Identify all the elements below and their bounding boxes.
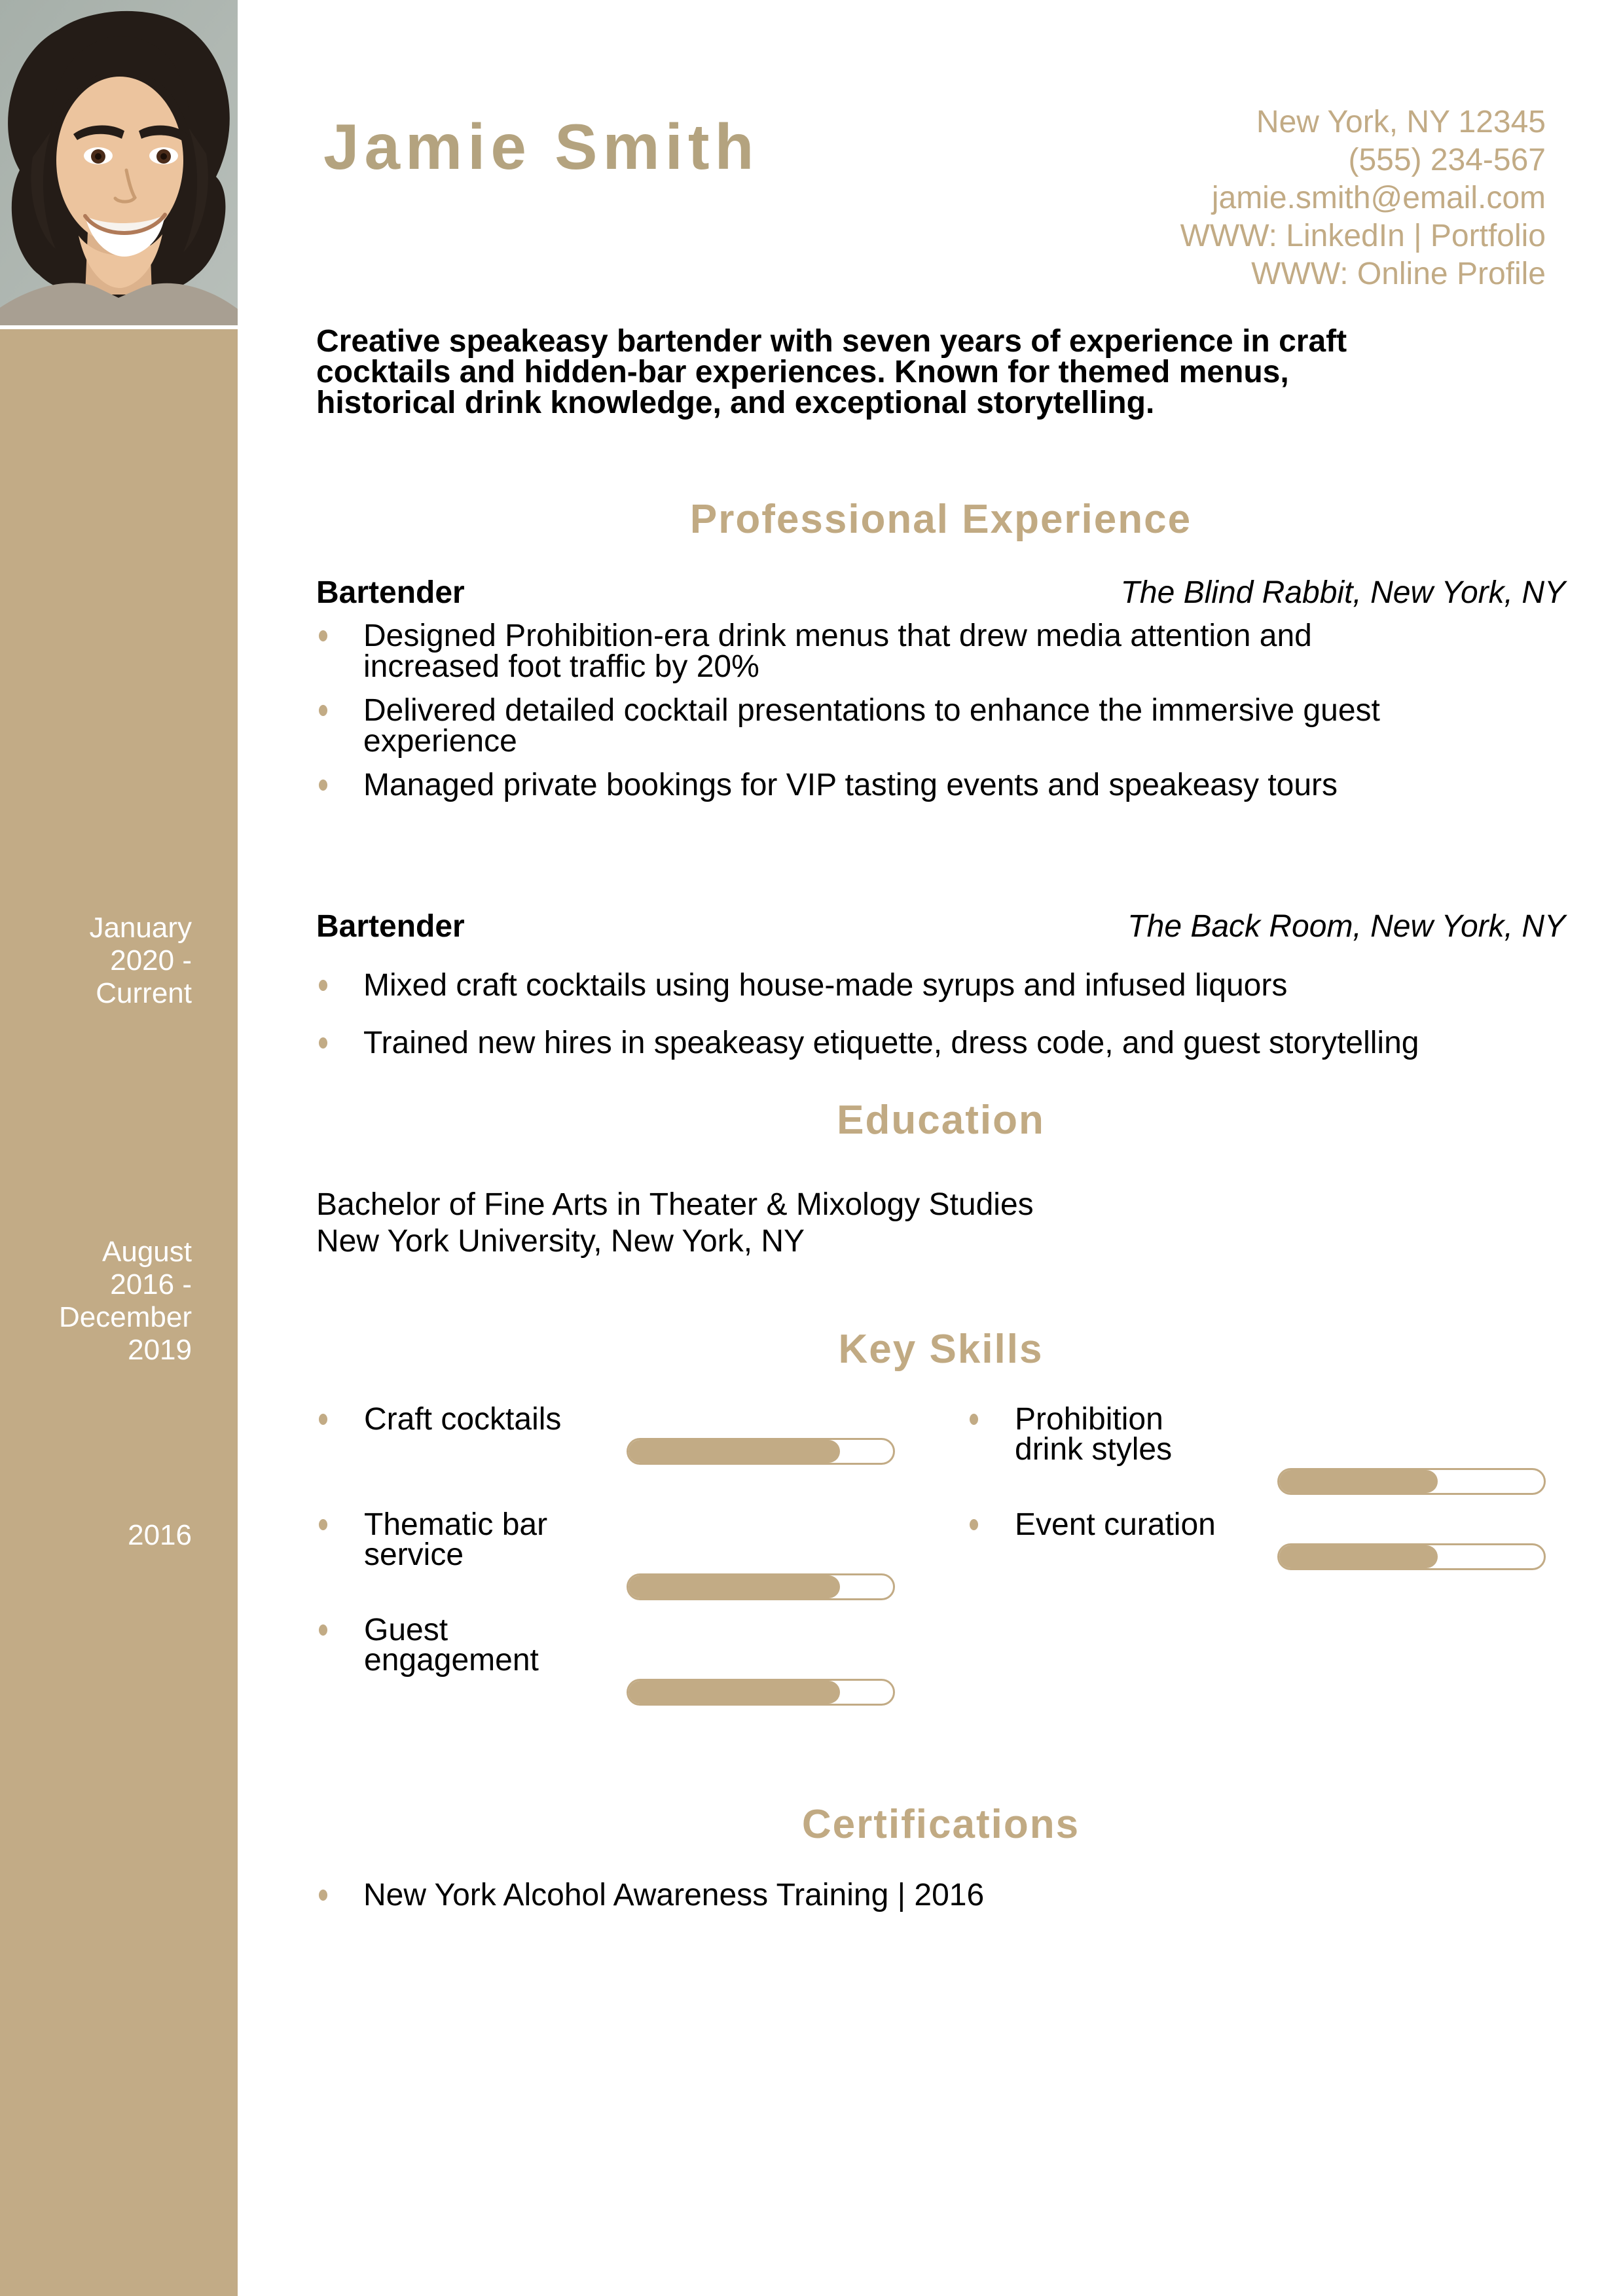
contact-block: New York, NY 12345 (555) 234-567 jamie.s… bbox=[1180, 103, 1546, 293]
contact-address: New York, NY 12345 bbox=[1256, 105, 1546, 139]
job1-header: Bartender The Blind Rabbit, New York, NY bbox=[316, 575, 1565, 611]
skill-label: Thematic bar service bbox=[316, 1509, 895, 1571]
skills-column-left: Craft cocktails Thematic bar service Gue… bbox=[316, 1404, 895, 1721]
sidebar: January 2020 - Current August 2016 - Dec… bbox=[0, 329, 238, 2296]
section-title-skills: Key Skills bbox=[838, 1327, 1044, 1372]
job1-bullet-list: Designed Prohibition-era drink menus tha… bbox=[316, 620, 1488, 814]
portrait-illustration bbox=[0, 0, 238, 325]
contact-phone: (555) 234-567 bbox=[1348, 143, 1546, 177]
skill-craft-cocktails: Craft cocktails bbox=[316, 1404, 895, 1510]
skill-progress-bar bbox=[627, 1679, 895, 1706]
skills-column-right: Prohibition drink styles Event curation bbox=[967, 1404, 1546, 1615]
skill-progress-fill bbox=[1279, 1545, 1438, 1568]
education-school: New York University, New York, NY bbox=[316, 1224, 805, 1259]
profile-photo bbox=[0, 0, 238, 325]
skill-label: Craft cocktails bbox=[316, 1404, 895, 1435]
skill-progress-fill bbox=[629, 1440, 841, 1463]
contact-email: jamie.smith@email.com bbox=[1211, 181, 1546, 215]
skill-progress-fill bbox=[629, 1681, 841, 1704]
person-name: Jamie Smith bbox=[323, 111, 759, 183]
skill-progress-bar bbox=[1277, 1543, 1546, 1570]
education-date: 2016 bbox=[128, 1519, 192, 1551]
contact-online-profile: WWW: Online Profile bbox=[1251, 257, 1546, 291]
job1-bullet-2: Delivered detailed cocktail presentation… bbox=[316, 695, 1488, 757]
job1-title: Bartender bbox=[316, 575, 465, 610]
skill-progress-bar bbox=[627, 1438, 895, 1465]
education-block: Bachelor of Fine Arts in Theater & Mixol… bbox=[316, 1187, 1565, 1260]
job2-bullet-2: Trained new hires in speakeasy etiquette… bbox=[316, 1028, 1488, 1059]
section-title-education: Education bbox=[837, 1098, 1045, 1143]
skill-label: Event curation bbox=[967, 1509, 1546, 1541]
skill-thematic-bar-service: Thematic bar service bbox=[316, 1509, 895, 1615]
skill-event-curation: Event curation bbox=[967, 1509, 1546, 1615]
job1-company: The Blind Rabbit, New York, NY bbox=[1120, 575, 1565, 610]
skill-prohibition-drink-styles: Prohibition drink styles bbox=[967, 1404, 1546, 1510]
skill-progress-bar bbox=[627, 1573, 895, 1600]
certification-1: New York Alcohol Awareness Training | 20… bbox=[316, 1880, 1565, 1911]
contact-linkedin-portfolio: WWW: LinkedIn | Portfolio bbox=[1180, 219, 1546, 253]
job2-bullet-1: Mixed craft cocktails using house-made s… bbox=[316, 970, 1488, 1001]
section-title-experience: Professional Experience bbox=[689, 497, 1192, 542]
job1-dates: January 2020 - Current bbox=[89, 912, 192, 1009]
skill-progress-fill bbox=[1279, 1470, 1438, 1493]
skill-progress-fill bbox=[629, 1575, 841, 1598]
job2-dates: August 2016 - December 2019 bbox=[59, 1236, 192, 1366]
skill-label: Prohibition drink styles bbox=[967, 1404, 1546, 1465]
job1-bullet-3: Managed private bookings for VIP tasting… bbox=[316, 770, 1488, 801]
certifications-list: New York Alcohol Awareness Training | 20… bbox=[316, 1880, 1565, 1911]
skill-guest-engagement: Guest engagement bbox=[316, 1615, 895, 1721]
job2-company: The Back Room, New York, NY bbox=[1127, 909, 1565, 944]
job2-header: Bartender The Back Room, New York, NY bbox=[316, 908, 1565, 944]
summary-paragraph: Creative speakeasy bartender with seven … bbox=[316, 324, 1347, 420]
skill-label: Guest engagement bbox=[316, 1615, 895, 1676]
skill-progress-bar bbox=[1277, 1468, 1546, 1495]
job2-title: Bartender bbox=[316, 909, 465, 944]
section-title-certifications: Certifications bbox=[801, 1802, 1080, 1847]
education-degree: Bachelor of Fine Arts in Theater & Mixol… bbox=[316, 1187, 1034, 1222]
job1-bullet-1: Designed Prohibition-era drink menus tha… bbox=[316, 620, 1488, 683]
job2-bullet-list: Mixed craft cocktails using house-made s… bbox=[316, 970, 1488, 1085]
